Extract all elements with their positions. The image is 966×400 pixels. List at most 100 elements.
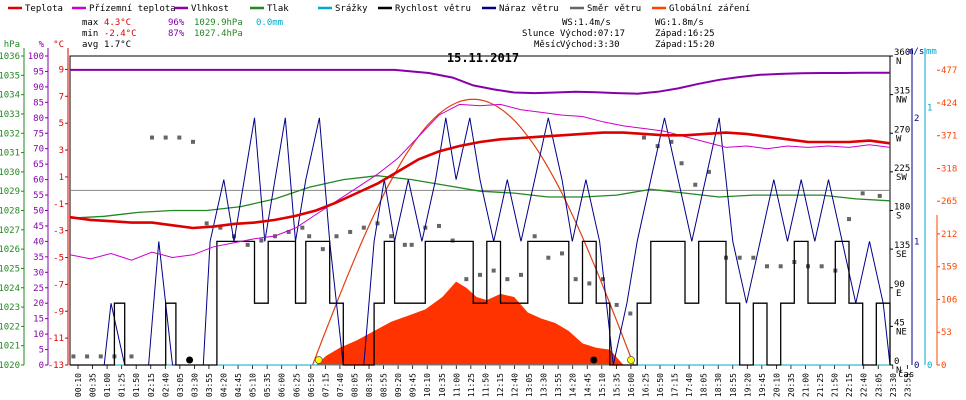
stats-max-pressure: 1029.9hPa [194, 18, 243, 28]
x-tick-label: 20:35 [787, 373, 796, 397]
x-tick-label: 11:00 [452, 373, 461, 397]
wind-direction-point [150, 135, 154, 140]
direction-tick-letter: E [896, 289, 901, 299]
x-tick-label: 05:10 [249, 373, 258, 397]
wind-speed-tick-label: 2 [914, 114, 919, 124]
wind-direction-point [669, 139, 674, 144]
wind-direction-point [505, 277, 510, 282]
radiation-tick-label: 477 [941, 66, 957, 76]
legend: Teplota Přízemní teplota Vlhkost Tlak Srážky… [8, 4, 750, 14]
stats-min-label: min [82, 29, 98, 39]
pressure-axis-tick-label: 1031 [0, 149, 20, 159]
x-tick-label: 18:05 [700, 373, 709, 397]
direction-tick-degrees: 225 [894, 164, 910, 174]
humidity-axis-tick-label: 45 [33, 222, 44, 232]
pressure-axis: 1020 1021 1022 1023 1024 1025 1026 1027 1028 1029… [0, 40, 25, 371]
wind-direction-point [573, 277, 578, 282]
x-tick-label: 14:20 [569, 373, 578, 397]
x-tick-label: 21:25 [816, 373, 825, 397]
temperature-axis-tick-label: 9 [59, 65, 64, 75]
x-tick-label: 08:30 [365, 373, 374, 397]
x-tick-label: 15:35 [612, 373, 621, 397]
stats-sunset: Západ:16:25 [655, 29, 715, 39]
x-tick-label: 21:50 [831, 373, 840, 397]
pressure-axis-tick-label: 1032 [0, 129, 20, 139]
x-tick-label: 21:00 [802, 373, 811, 397]
humidity-axis-tick-label: 25 [33, 284, 44, 294]
direction-tick-degrees: 45 [894, 318, 905, 328]
x-tick-label: 19:45 [758, 373, 767, 397]
x-tick-label: 15:10 [598, 373, 607, 397]
legend-entry: Teplota [25, 4, 63, 14]
rain-axis: 0 1 mm [924, 47, 937, 371]
rain-tick-label: 1 [927, 104, 932, 114]
direction-tick-degrees: 360 [894, 48, 910, 58]
wind-direction-point [361, 225, 366, 230]
x-tick-label: 11:50 [481, 373, 490, 397]
x-tick-label: 23:30 [889, 373, 898, 397]
x-tick-label: 08:05 [350, 373, 359, 397]
humidity-axis-label: % [39, 40, 45, 50]
legend-entry: Vlhkost [191, 4, 229, 14]
x-tick-label: 06:00 [278, 373, 287, 397]
x-tick-label: 01:25 [118, 373, 127, 397]
pressure-axis-tick-label: 1027 [0, 226, 20, 236]
wind-direction-point [348, 229, 353, 234]
x-tick-label: 16:25 [641, 373, 650, 397]
pressure-axis-tick-label: 1029 [0, 187, 20, 197]
humidity-axis-tick-label: 40 [33, 237, 44, 247]
wind-direction-point [491, 268, 496, 273]
x-tick-label: 20:10 [772, 373, 781, 397]
x-tick-label: 01:00 [103, 373, 112, 397]
wind-direction-point [320, 247, 325, 252]
humidity-axis-tick-label: 65 [33, 160, 44, 170]
x-tick-label: 13:55 [554, 373, 563, 397]
humidity-axis: 0 5 10 15 20 25 30 35 40 45 50 55 60 65 70 75 80 85 90 95 10… [28, 40, 49, 371]
x-tick-label: 07:40 [336, 373, 345, 397]
pressure-axis-tick-label: 1035 [0, 71, 20, 81]
temperature-axis-tick-label: -7 [53, 280, 64, 290]
x-tick-label: 02:40 [161, 373, 170, 397]
radiation-tick-label: 371 [941, 132, 957, 142]
x-tick-label: 16:00 [627, 373, 636, 397]
legend-entry: Srážky [335, 4, 368, 14]
x-tick-label: 04:20 [220, 373, 229, 397]
humidity-axis-tick-label: 90 [33, 83, 44, 93]
sunset-marker [627, 356, 635, 364]
series-humidity [70, 68, 890, 95]
humidity-axis-tick-label: 95 [33, 67, 44, 77]
wind-direction-point [478, 272, 482, 277]
humidity-axis-tick-label: 10 [33, 330, 44, 340]
wind-direction-point [847, 217, 851, 222]
radiation-tick-label: 106 [941, 295, 957, 305]
pressure-axis-tick-label: 1020 [0, 361, 20, 371]
x-tick-label: 07:15 [321, 373, 330, 397]
chart-title: 15.11.2017 [447, 51, 519, 65]
direction-tick-letter: N [896, 57, 901, 67]
wind-direction-point [546, 255, 551, 260]
temperature-axis-label: °C [53, 40, 64, 50]
wind-direction-point [860, 191, 865, 196]
temperature-axis-tick-label: -1 [53, 200, 64, 210]
stats-wind-speed: WS:1.4m/s [562, 18, 611, 28]
direction-tick-letter: W [896, 134, 902, 144]
radiation-tick-label: 159 [941, 263, 957, 273]
wind-direction-point [532, 234, 537, 239]
temperature-axis-tick-label: -3 [53, 227, 64, 237]
direction-tick-letter: NW [896, 96, 907, 106]
x-tick-label: 06:25 [292, 373, 301, 397]
wind-direction-point [751, 255, 756, 260]
humidity-axis-tick-label: 5 [39, 346, 44, 356]
stats-max-humidity: 96% [168, 18, 185, 28]
wind-direction-point [464, 277, 469, 282]
x-tick-label: 16:50 [656, 373, 665, 397]
series-wind-direction [71, 135, 882, 359]
radiation-tick-label: 318 [941, 164, 957, 174]
x-tick-label: 09:45 [409, 373, 418, 397]
x-tick-label: 03:55 [205, 373, 214, 397]
wind-direction-point [129, 354, 134, 359]
pressure-axis-label: hPa [4, 40, 20, 50]
temperature-axis-tick-label: 5 [59, 119, 64, 129]
